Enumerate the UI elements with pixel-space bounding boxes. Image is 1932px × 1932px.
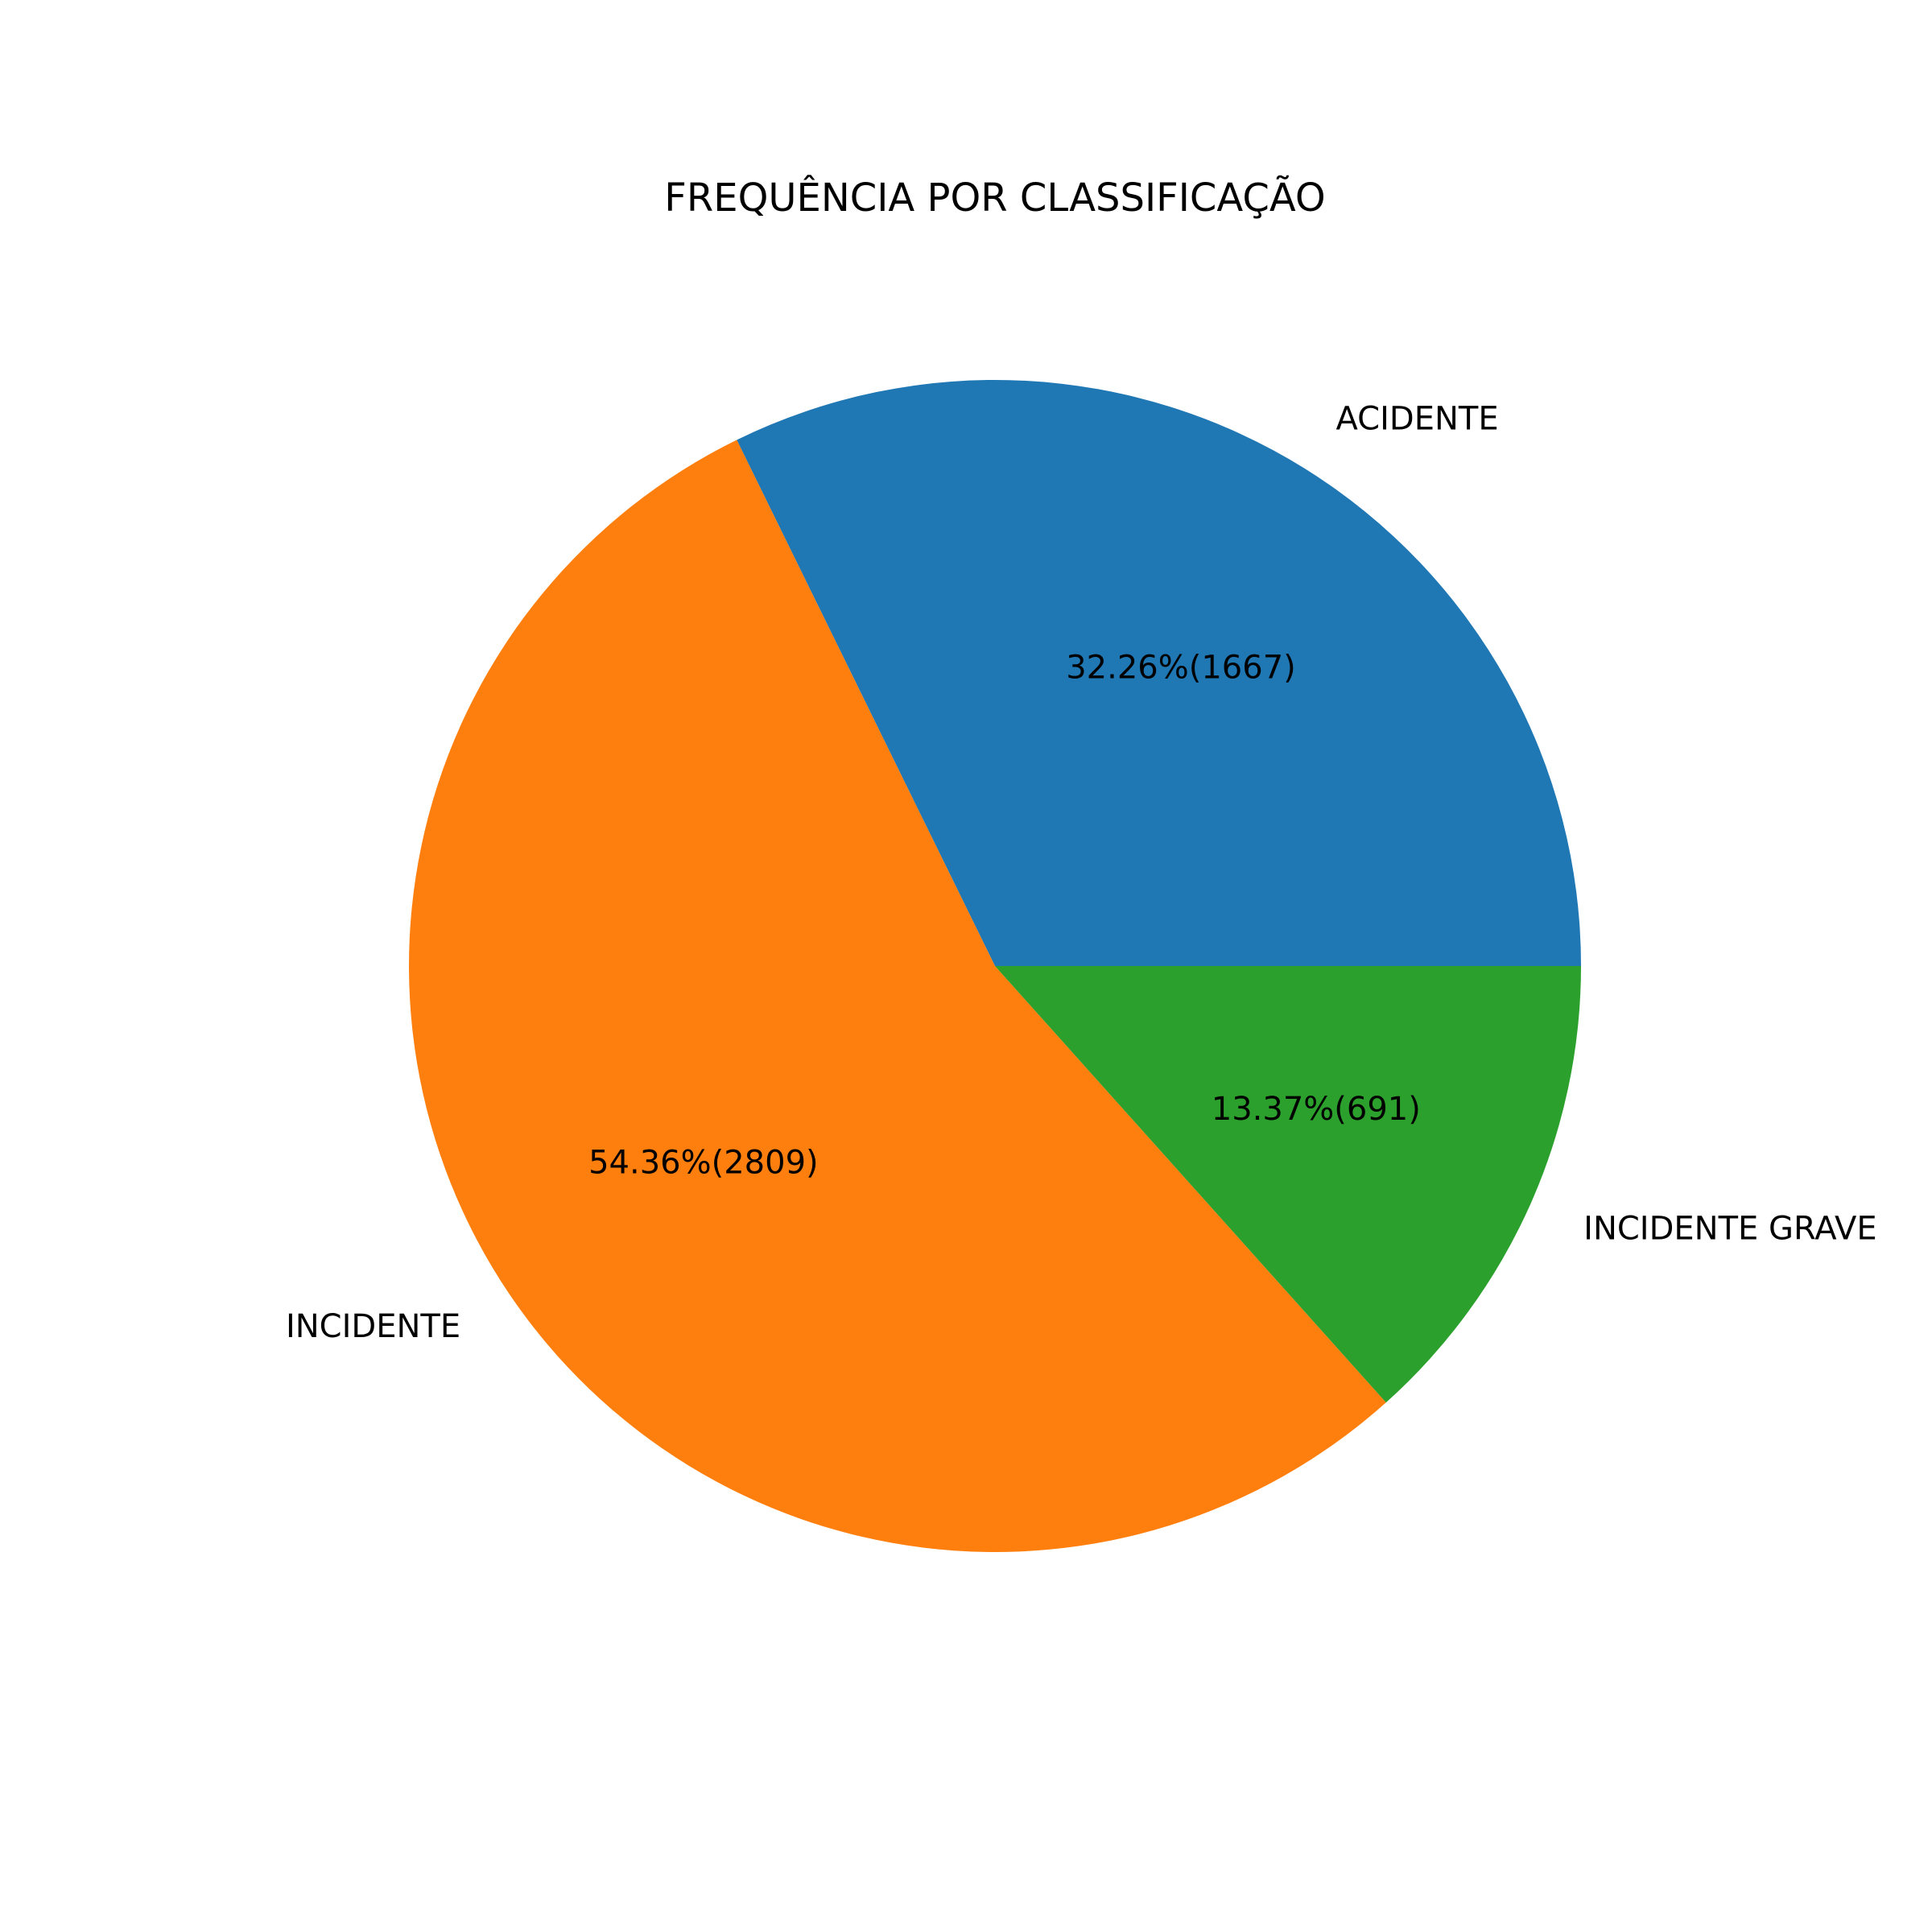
- pie-slices: [408, 379, 1581, 1552]
- chart-title: FREQUÊNCIA POR CLASSIFICAÇÃO: [664, 175, 1325, 221]
- slice-percent-label-incidente: 54.36%(2809): [588, 1144, 819, 1181]
- slice-percent-label-acidente: 32.26%(1667): [1066, 649, 1296, 686]
- slice-percent-label-incidente-grave: 13.37%(691): [1212, 1091, 1421, 1128]
- slice-label-incidente: INCIDENTE: [286, 1308, 460, 1345]
- pie-slice-acidente: [737, 379, 1581, 966]
- pie-slice-incidente: [408, 440, 1386, 1552]
- slice-label-acidente: ACIDENTE: [1336, 400, 1499, 437]
- pie-labels: ACIDENTE 32.26%(1667) INCIDENTE 54.36%(2809…: [286, 400, 1877, 1344]
- pie-slice-incidente-grave: [995, 966, 1581, 1403]
- slice-label-incidente-grave: INCIDENTE GRAVE: [1583, 1211, 1876, 1248]
